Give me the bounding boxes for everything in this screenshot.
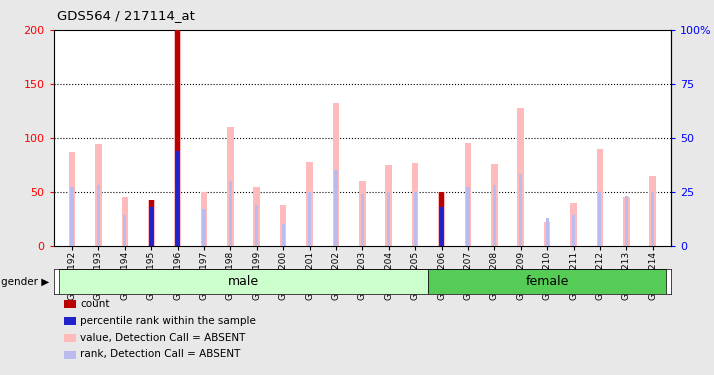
Bar [650,176,656,246]
Text: rank, Detection Call = ABSENT: rank, Detection Call = ABSENT [80,350,241,359]
Text: gender ▶: gender ▶ [1,277,50,286]
Bar [493,185,496,246]
Bar [149,200,154,246]
Text: male: male [228,275,259,288]
Bar [176,151,179,246]
Bar [413,192,417,246]
Bar [623,197,630,246]
Bar [518,108,524,246]
Bar [69,152,75,246]
Bar [71,188,74,246]
Bar [308,192,311,246]
Bar [97,185,100,246]
Bar [387,192,391,246]
Bar [253,188,260,246]
Bar [412,163,418,246]
Bar [572,215,575,246]
Bar [227,127,233,246]
Bar [174,30,181,246]
Bar [280,205,286,246]
Bar [361,194,364,246]
Text: count: count [80,299,109,309]
Bar [491,164,498,246]
Bar [440,207,443,246]
Bar [428,269,666,294]
Bar [333,104,339,246]
Bar [570,202,577,246]
Bar [176,151,179,246]
Bar [439,192,444,246]
Bar [121,197,128,246]
Bar [150,207,153,246]
Bar [124,215,126,246]
Bar [228,181,232,246]
Bar [466,188,470,246]
Bar [519,174,523,246]
Bar [598,192,601,246]
Bar [95,144,101,246]
Bar [359,181,366,246]
Bar [281,224,285,246]
Bar [386,165,392,246]
Bar [59,269,428,294]
Bar [544,222,550,246]
Text: value, Detection Call = ABSENT: value, Detection Call = ABSENT [80,333,246,342]
Bar [545,217,548,246]
Bar [255,205,258,246]
Bar [306,162,313,246]
Bar [625,196,628,246]
Text: GDS564 / 217114_at: GDS564 / 217114_at [57,9,195,22]
Bar [175,30,180,246]
Bar [202,209,206,246]
Bar [597,148,603,246]
Bar [465,143,471,246]
Bar [651,192,654,246]
Text: percentile rank within the sample: percentile rank within the sample [80,316,256,326]
Bar [150,207,153,246]
Bar [441,207,443,246]
Bar [148,200,154,246]
Bar [334,170,338,246]
Bar [201,192,207,246]
Text: female: female [526,275,569,288]
Bar [438,192,445,246]
